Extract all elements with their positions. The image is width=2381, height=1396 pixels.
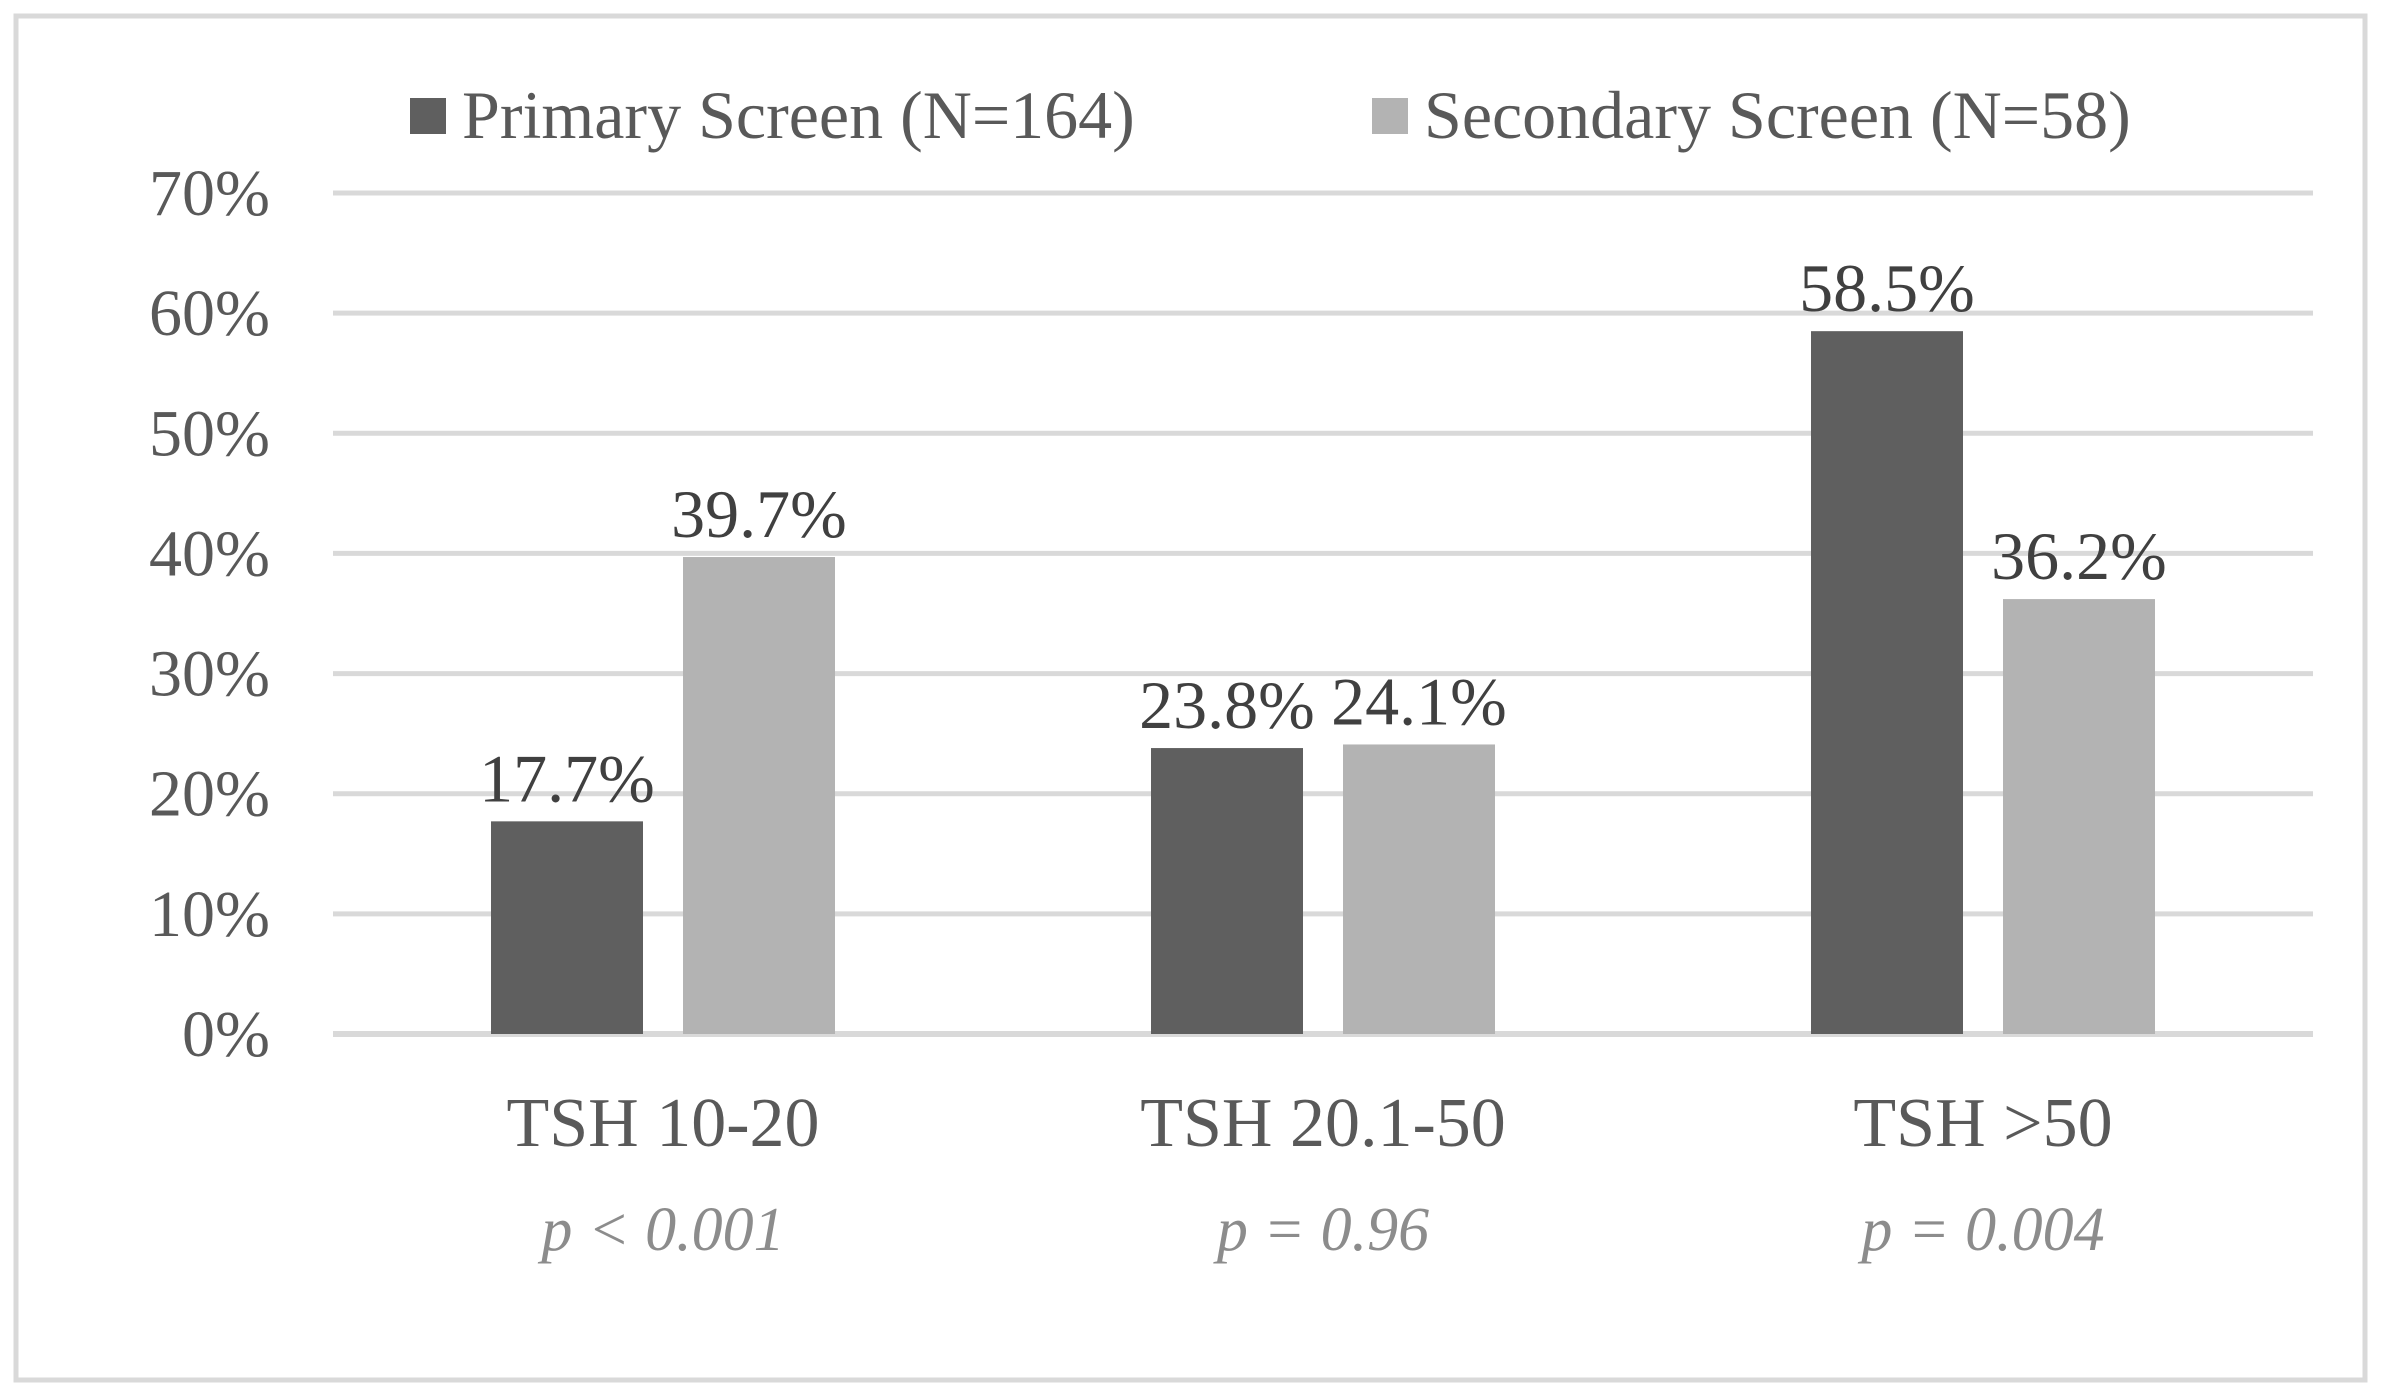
p-value-label: p = 0.96: [1213, 1196, 1429, 1264]
legend: Primary Screen (N=164) Secondary Screen (…: [410, 77, 2131, 153]
y-tick-label: 40%: [149, 517, 270, 590]
y-tick-label: 0%: [182, 998, 270, 1071]
bar: [491, 821, 643, 1034]
data-label: 58.5%: [1799, 250, 1975, 326]
legend-label: Primary Screen (N=164): [462, 77, 1135, 153]
data-labels: 17.7% 39.7% 23.8% 24.1% 58.5% 36.2%: [479, 250, 2167, 816]
bar: [683, 557, 835, 1034]
y-tick-label: 50%: [149, 397, 270, 470]
bar: [1151, 748, 1303, 1034]
y-tick-label: 30%: [149, 638, 270, 711]
gridlines: [333, 190, 2313, 1037]
y-tick-label: 20%: [149, 758, 270, 831]
p-value-label: p < 0.001: [537, 1196, 784, 1264]
y-tick-label: 70%: [149, 157, 270, 230]
legend-label: Secondary Screen (N=58): [1424, 77, 2131, 153]
x-category-label: TSH >50: [1853, 1085, 2112, 1162]
x-category-label: TSH 10-20: [506, 1085, 819, 1162]
y-tick-label: 10%: [149, 878, 270, 951]
p-value-label: p = 0.004: [1857, 1196, 2104, 1264]
data-label: 23.8%: [1139, 667, 1315, 743]
bar: [1811, 331, 1963, 1034]
y-axis-tick-labels: 0% 10% 20% 30% 40% 50% 60% 70%: [149, 157, 270, 1071]
data-label: 17.7%: [479, 740, 655, 816]
x-axis-category-labels: TSH 10-20 p < 0.001 TSH 20.1-50 p = 0.96 TSH…: [506, 1085, 2112, 1264]
bars: [491, 331, 2155, 1034]
data-label: 24.1%: [1331, 663, 1507, 739]
bar: [2003, 599, 2155, 1034]
data-label: 39.7%: [671, 476, 847, 552]
y-tick-label: 60%: [149, 277, 270, 350]
legend-swatch: [1372, 98, 1408, 134]
x-category-label: TSH 20.1-50: [1140, 1085, 1506, 1162]
bar: [1343, 744, 1495, 1034]
legend-swatch: [410, 98, 446, 134]
data-label: 36.2%: [1991, 518, 2167, 594]
chart-border: [13, 13, 2368, 1383]
